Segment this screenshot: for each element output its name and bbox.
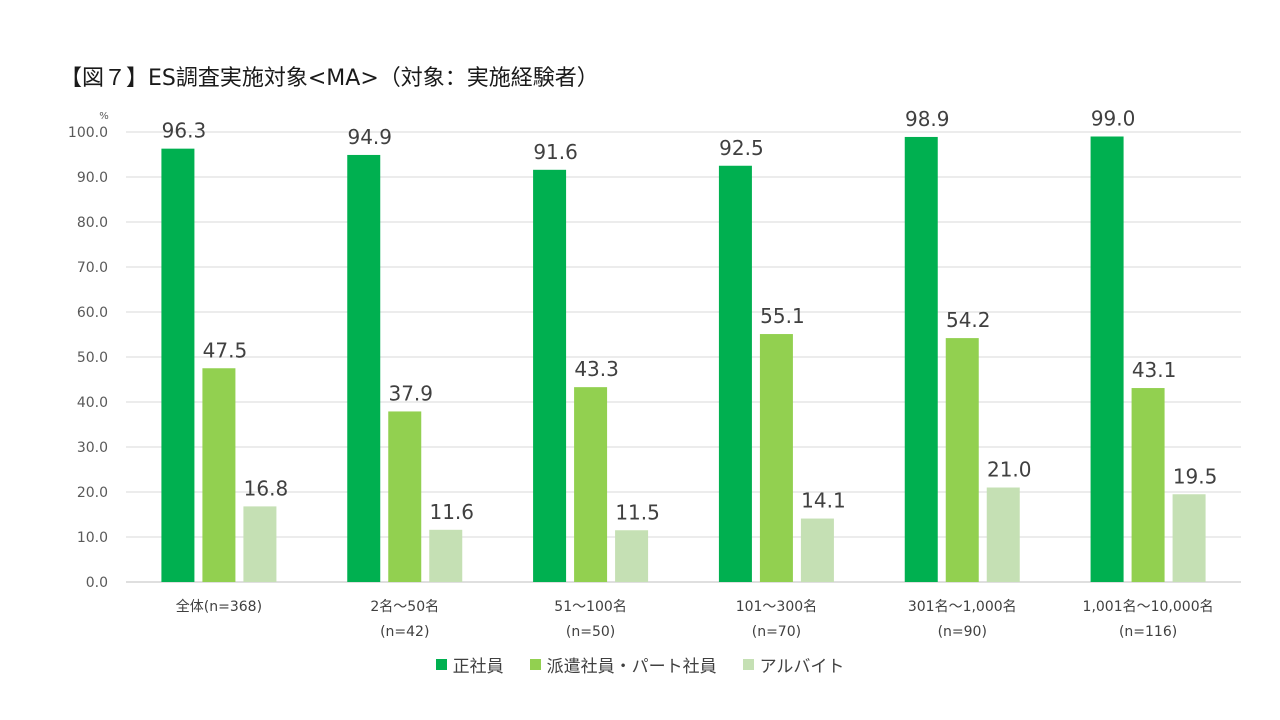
chart-title: 【図７】ES調査実施対象<MA>（対象：実施経験者） <box>60 66 599 91</box>
gridlines <box>126 131 1241 583</box>
data-label: 98.9 <box>905 107 950 131</box>
y-tick-label: 90.0 <box>77 170 108 186</box>
bar <box>574 387 608 582</box>
x-tick-label: 1,001名～10,000名 <box>1083 599 1214 615</box>
bar <box>986 487 1020 582</box>
data-label: 11.5 <box>615 500 660 524</box>
data-label: 43.3 <box>574 357 619 381</box>
data-label: 16.8 <box>244 476 289 500</box>
x-tick-label: 2名～50名 <box>370 599 439 615</box>
data-label: 19.5 <box>1173 464 1218 488</box>
y-tick-label: 30.0 <box>77 440 108 456</box>
data-label: 92.5 <box>719 136 764 160</box>
bar <box>718 165 752 582</box>
axes: 0.0 10.0 20.0 30.0 40.0 50.0 60.0 70.0 80.0 90.0 1… <box>68 111 1214 640</box>
x-tick-label-sub: (n=90) <box>938 624 987 640</box>
bar <box>945 338 979 582</box>
legend-label-arbeit: アルバイト <box>759 657 845 677</box>
y-tick-label: 80.0 <box>77 215 108 231</box>
bar <box>161 148 195 582</box>
bar <box>1131 388 1165 582</box>
data-label: 99.0 <box>1091 107 1136 131</box>
legend-item-regular: 正社員 <box>435 652 504 677</box>
bar <box>243 506 277 582</box>
legend: 正社員 派遣社員・パート社員 アルバイト <box>0 652 1280 677</box>
bars <box>161 136 1206 583</box>
legend-swatch-dispatch-part <box>529 659 541 670</box>
y-tick-label: 10.0 <box>77 530 108 546</box>
bar <box>533 169 567 583</box>
data-label: 54.2 <box>946 308 991 332</box>
x-tick-label: 301名～1,000名 <box>908 599 1017 615</box>
y-tick-label: 100.0 <box>68 125 108 141</box>
x-tick-label: 51～100名 <box>554 599 627 615</box>
y-unit-label: % <box>99 111 109 122</box>
bar <box>429 529 463 582</box>
bar <box>759 334 793 582</box>
legend-swatch-arbeit <box>742 659 754 670</box>
bar <box>1090 136 1124 582</box>
legend-item-arbeit: アルバイト <box>742 652 845 677</box>
data-label: 11.6 <box>429 500 474 524</box>
data-label: 47.5 <box>203 338 248 362</box>
bar <box>388 411 422 582</box>
x-tick-label-sub: (n=50) <box>566 624 615 640</box>
bar <box>615 530 649 582</box>
legend-swatch-regular <box>435 659 447 670</box>
y-tick-label: 40.0 <box>77 395 108 411</box>
legend-item-dispatch-part: 派遣社員・パート社員 <box>529 652 717 677</box>
x-tick-label-sub: (n=116) <box>1119 624 1177 640</box>
x-tick-label-sub: (n=42) <box>380 624 429 640</box>
data-labels: 96.3 47.5 16.8 94.9 37.9 11.6 91.6 43.3 11.5 92.5… <box>162 107 1218 525</box>
data-label: 55.1 <box>760 304 805 328</box>
x-tick-label: 101～300名 <box>736 599 817 615</box>
data-label: 94.9 <box>347 125 392 149</box>
bar <box>904 136 938 582</box>
data-label: 21.0 <box>987 458 1032 482</box>
data-label: 91.6 <box>533 140 578 164</box>
legend-label-regular: 正社員 <box>452 657 504 677</box>
y-tick-label: 50.0 <box>77 350 108 366</box>
data-label: 43.1 <box>1132 358 1177 382</box>
bar <box>800 518 834 582</box>
data-label: 96.3 <box>162 119 207 143</box>
data-label: 37.9 <box>388 381 433 405</box>
y-tick-label: 0.0 <box>86 575 108 591</box>
bar <box>1172 494 1206 582</box>
legend-label-dispatch-part: 派遣社員・パート社員 <box>546 657 717 677</box>
x-tick-label-sub: (n=70) <box>752 624 801 640</box>
y-tick-label: 70.0 <box>77 260 108 276</box>
data-label: 14.1 <box>801 489 846 513</box>
bar <box>202 368 236 582</box>
y-tick-label: 20.0 <box>77 485 108 501</box>
x-tick-label: 全体(n=368) <box>176 598 262 615</box>
bar <box>347 154 381 582</box>
y-tick-label: 60.0 <box>77 305 108 321</box>
